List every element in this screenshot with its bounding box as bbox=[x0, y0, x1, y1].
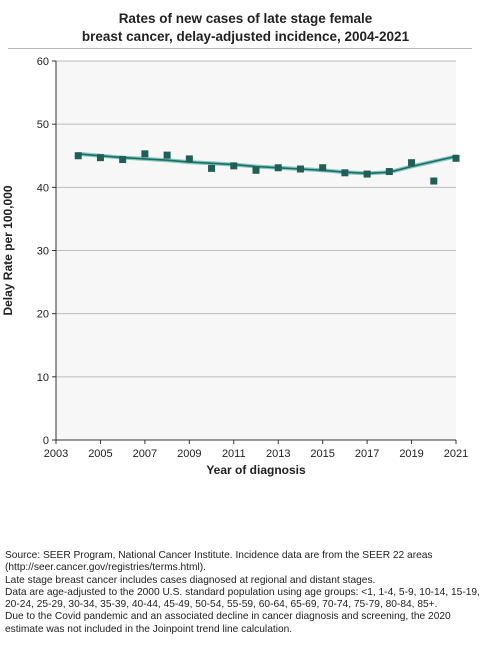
data-point-2006 bbox=[119, 156, 127, 164]
x-tick-label-2015: 2015 bbox=[310, 448, 334, 460]
data-point-2013 bbox=[274, 164, 282, 172]
x-tick-label-2017: 2017 bbox=[355, 448, 379, 460]
data-point-2005 bbox=[96, 154, 104, 162]
x-tick-label-2011: 2011 bbox=[222, 448, 246, 460]
data-point-2020 bbox=[430, 177, 438, 185]
data-point-2004 bbox=[74, 152, 82, 160]
x-axis-ticks: 2003 2005 2007 2009 2011 2013 2015 2017 2019 2021 bbox=[44, 440, 468, 460]
y-axis-ticks: 0 10 20 30 40 50 60 bbox=[37, 56, 56, 447]
y-tick-label-60: 60 bbox=[37, 56, 49, 68]
data-point-2018 bbox=[385, 168, 393, 176]
trend-line bbox=[76, 151, 458, 176]
x-tick-label-2007: 2007 bbox=[133, 448, 157, 460]
x-tick-label-2019: 2019 bbox=[399, 448, 423, 460]
data-point-2009 bbox=[185, 155, 193, 163]
footnote-age-adjust: Data are age-adjusted to the 2000 U.S. s… bbox=[5, 586, 480, 611]
data-point-2008 bbox=[163, 151, 171, 159]
trend-line-path bbox=[77, 153, 457, 175]
data-point-2017 bbox=[363, 170, 371, 178]
data-point-2007 bbox=[141, 150, 149, 158]
x-tick-label-2013: 2013 bbox=[266, 448, 290, 460]
y-tick-label-40: 40 bbox=[37, 182, 49, 194]
footnote-source: Source: SEER Program, National Cancer In… bbox=[5, 550, 433, 574]
chart-title: Rates of new cases of late stage female … bbox=[0, 10, 491, 46]
footnote-covid: Due to the Covid pandemic and an associa… bbox=[5, 611, 451, 635]
y-tick-label-30: 30 bbox=[37, 246, 49, 258]
x-tick-label-2005: 2005 bbox=[88, 448, 112, 460]
data-point-2012 bbox=[252, 166, 260, 174]
data-point-2014 bbox=[296, 165, 304, 173]
y-tick-label-50: 50 bbox=[37, 119, 49, 131]
chart-footnotes: Source: SEER Program, National Cancer In… bbox=[5, 550, 489, 636]
y-tick-label-20: 20 bbox=[37, 309, 49, 321]
gridlines bbox=[56, 60, 456, 378]
y-tick-label-0: 0 bbox=[43, 435, 49, 447]
data-point-2021 bbox=[452, 154, 460, 162]
chart-title-line-1: Rates of new cases of late stage female bbox=[118, 11, 373, 26]
data-point-2019 bbox=[408, 159, 416, 167]
data-point-2015 bbox=[319, 164, 327, 172]
x-tick-label-2009: 2009 bbox=[177, 448, 201, 460]
chart-title-line-2: breast cancer, delay-adjusted incidence,… bbox=[81, 29, 410, 44]
footnote-stage: Late stage breast cancer includes cases … bbox=[5, 574, 376, 586]
y-tick-label-10: 10 bbox=[37, 372, 49, 384]
data-point-2011 bbox=[230, 162, 238, 170]
title-divider bbox=[8, 48, 472, 49]
observed-points bbox=[74, 150, 460, 185]
y-axis-label: Delay Rate per 100,000 bbox=[1, 185, 15, 315]
x-tick-label-2021: 2021 bbox=[444, 448, 468, 460]
data-point-2010 bbox=[208, 164, 216, 172]
x-axis-label: Year of diagnosis bbox=[206, 463, 306, 477]
x-tick-label-2003: 2003 bbox=[44, 448, 68, 460]
data-point-2016 bbox=[341, 169, 349, 177]
